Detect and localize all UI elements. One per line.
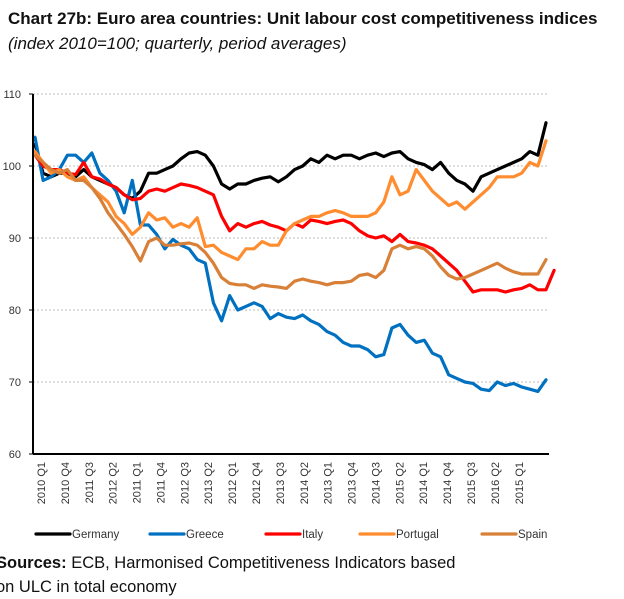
x-tick-label: 2015 Q3 — [466, 462, 478, 504]
sources-text-line2: on ULC in total economy — [0, 578, 177, 596]
x-tick-label: 2015 Q1 — [514, 462, 526, 504]
legend: Germany Greece Italy Portugal Spain — [34, 529, 547, 541]
x-tick-label: 2014 Q3 — [370, 462, 382, 504]
x-tick-label: 2012 Q1 — [227, 462, 239, 504]
series-line-portugal — [33, 139, 548, 262]
legend-label: Greece — [186, 529, 224, 541]
x-tick-label: 2013 Q1 — [323, 462, 335, 504]
legend-item-greece: Greece — [148, 529, 224, 541]
legend-item-portugal: Portugal — [358, 529, 439, 541]
legend-item-spain: Spain — [480, 529, 547, 541]
x-tick-label: 2016 Q2 — [490, 462, 502, 504]
x-tick-label: 2010 Q1 — [36, 462, 48, 504]
x-tick-label: 2014 Q4 — [442, 462, 454, 504]
y-tick-label: 100 — [3, 161, 21, 173]
legend-item-italy: Italy — [264, 529, 323, 541]
chart-title-main: Chart 27b: Euro area countries: Unit lab… — [8, 9, 598, 28]
gridlines — [33, 93, 549, 383]
x-tick-label: 2013 Q2 — [203, 462, 215, 504]
legend-label: Spain — [518, 529, 547, 541]
x-tick-label: 2010 Q4 — [60, 462, 72, 504]
legend-label: Germany — [72, 529, 120, 541]
y-tick-label: 60 — [9, 449, 21, 461]
sources-text: ECB, Harmonised Competitiveness Indicato… — [66, 554, 456, 572]
x-tick-label: 2013 Q3 — [275, 462, 287, 504]
chart-title-subtitle: (index 2010=100; quarterly, period avera… — [8, 34, 347, 53]
legend-label: Italy — [302, 529, 323, 541]
x-tick-label: 2014 Q1 — [418, 462, 430, 504]
sources-label: Sources: — [0, 554, 67, 572]
legend-item-germany: Germany — [34, 529, 120, 541]
x-tick-label: 2012 Q4 — [251, 462, 263, 504]
y-tick-label: 90 — [9, 233, 21, 245]
x-tick-label: 2011 Q4 — [155, 462, 167, 503]
x-tick-label: 2011 Q3 — [84, 462, 96, 503]
series-lines — [33, 121, 556, 393]
y-tick-label: 80 — [9, 305, 21, 317]
legend-label: Portugal — [396, 529, 439, 541]
y-tick-label: 70 — [9, 377, 21, 389]
x-tick-label: 2013 Q4 — [347, 462, 359, 504]
y-axis-ticks: 60 70 80 90 100 110 — [3, 89, 33, 461]
x-tick-label: 2012 Q3 — [179, 462, 191, 504]
y-tick-label: 110 — [3, 89, 21, 101]
x-axis-ticks: 2010 Q1 2010 Q4 2011 Q3 2012 Q2 2011 Q1 2011 … — [36, 462, 526, 504]
x-tick-label: 2014 Q2 — [299, 462, 311, 504]
x-tick-label: 2011 Q1 — [132, 462, 144, 503]
chart-title: Chart 27b: Euro area countries: Unit lab… — [8, 6, 618, 56]
series-line-greece — [33, 135, 548, 393]
x-tick-label: 2015 Q2 — [394, 462, 406, 504]
series-line-spain — [33, 153, 548, 290]
x-tick-label: 2012 Q2 — [108, 462, 120, 504]
